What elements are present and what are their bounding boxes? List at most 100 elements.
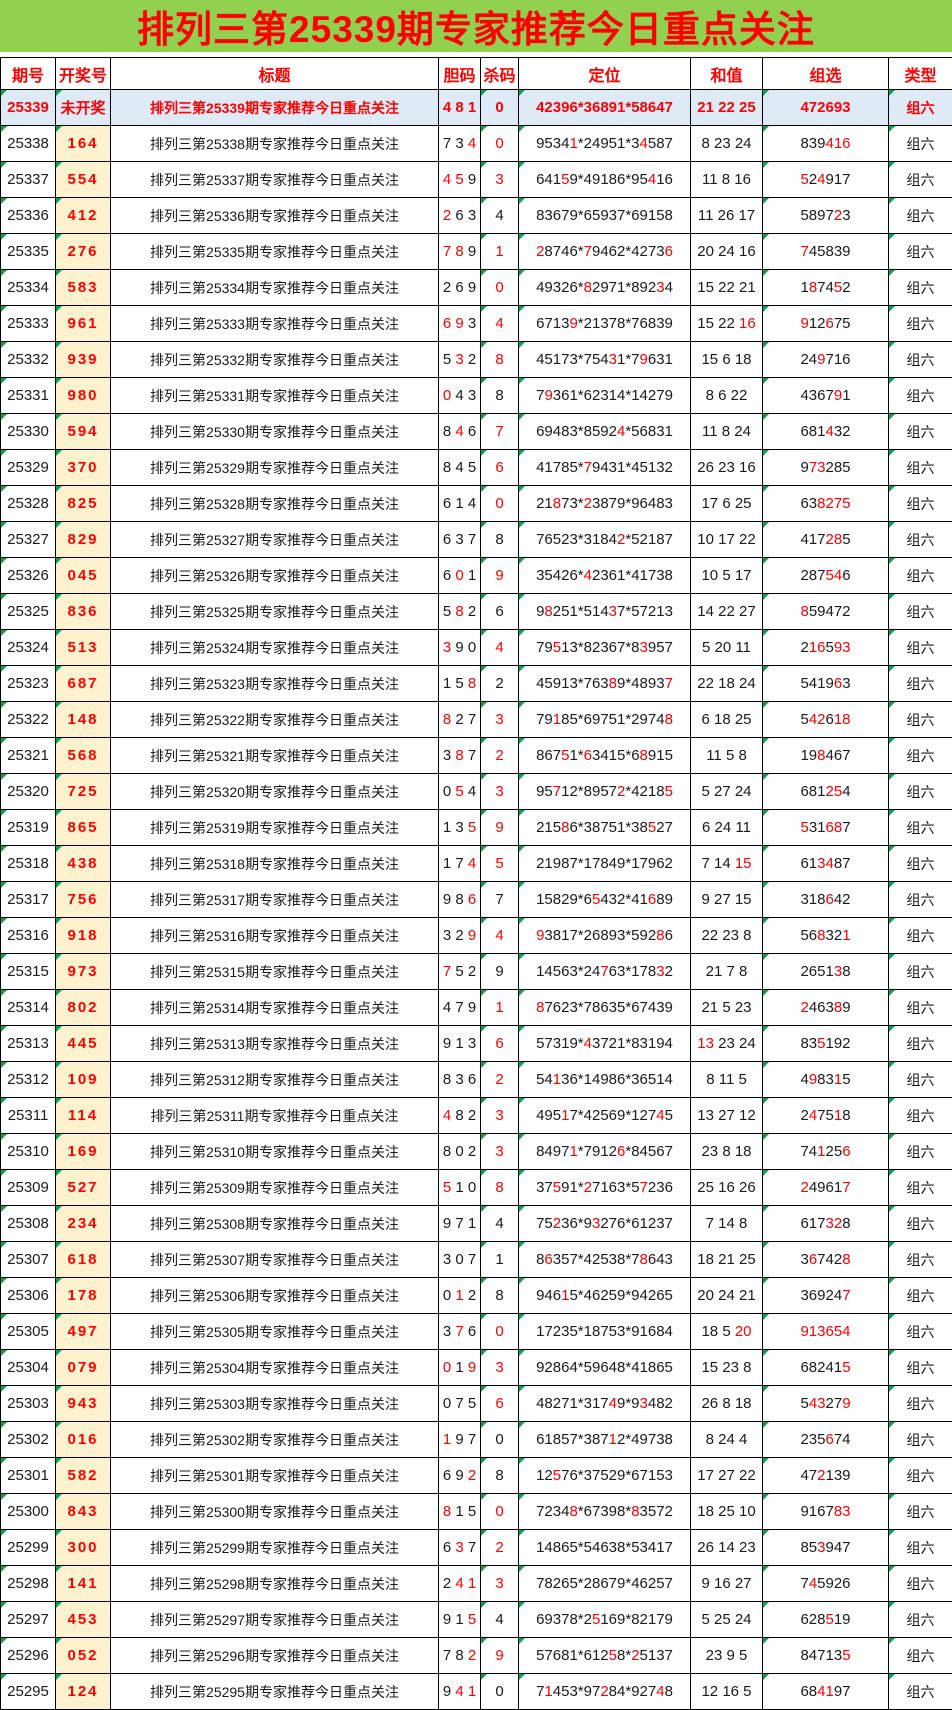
pos-cell: 21987*17849*17962 — [519, 846, 691, 882]
issue-cell: 25301 — [1, 1458, 56, 1494]
group-cell: 741256 — [763, 1134, 889, 1170]
pos-cell: 21586*38751*38527 — [519, 810, 691, 846]
hot-digit: 4 — [656, 1107, 664, 1124]
header-draw: 开奖号 — [56, 58, 111, 90]
hot-digit: 1 — [468, 1683, 476, 1700]
sum-cell: 11 8 16 — [691, 162, 763, 198]
pos-cell: 76523*31842*52187 — [519, 522, 691, 558]
sum-cell: 17 27 22 — [691, 1458, 763, 1494]
type-cell: 组六 — [889, 1026, 952, 1062]
draw-cell: 未开奖 — [56, 90, 111, 126]
draw-cell: 412 — [56, 198, 111, 234]
hot-digit: 6 — [826, 315, 834, 332]
hot-digit: 6 — [495, 459, 503, 476]
hot-digit: 3 — [817, 1539, 825, 1556]
type-cell: 组六 — [889, 270, 952, 306]
pos-cell: 14563*24763*17832 — [519, 954, 691, 990]
type-cell: 组六 — [889, 594, 952, 630]
kill-cell: 8 — [481, 1458, 519, 1494]
hot-digit: 5 — [609, 1647, 617, 1664]
hot-digit: 1 — [569, 135, 577, 152]
sum-cell: 21 22 25 — [691, 90, 763, 126]
type-cell: 组六 — [889, 414, 952, 450]
hot-digit: 3 — [495, 1575, 503, 1592]
sum-cell: 26 23 16 — [691, 450, 763, 486]
pos-cell: 83679*65937*69158 — [519, 198, 691, 234]
issue-cell: 25304 — [1, 1350, 56, 1386]
dan-cell: 9 4 1 — [439, 1674, 481, 1710]
hot-digit: 1 — [834, 1107, 842, 1124]
group-cell: 835192 — [763, 1026, 889, 1062]
group-cell: 369247 — [763, 1278, 889, 1314]
hot-digit: 8 — [455, 603, 463, 620]
hot-digit: 6 — [617, 1143, 625, 1160]
dan-cell: 6 0 1 — [439, 558, 481, 594]
sum-cell: 14 22 27 — [691, 594, 763, 630]
sum-cell: 8 11 5 — [691, 1062, 763, 1098]
sum-cell: 10 17 22 — [691, 522, 763, 558]
hot-digit: 7 — [443, 243, 451, 260]
hot-digit: 5 — [592, 1611, 600, 1628]
draw-cell: 973 — [56, 954, 111, 990]
sum-cell: 6 24 11 — [691, 810, 763, 846]
dan-cell: 7 5 2 — [439, 954, 481, 990]
dan-cell: 2 6 3 — [439, 198, 481, 234]
hot-digit: 8 — [561, 819, 569, 836]
kill-cell: 9 — [481, 1638, 519, 1674]
header-issue: 期号 — [1, 58, 56, 90]
group-cell: 859472 — [763, 594, 889, 630]
sum-cell: 8 6 22 — [691, 378, 763, 414]
hot-digit: 1 — [569, 1143, 577, 1160]
hot-digit: 2 — [617, 531, 625, 548]
hot-digit: 8 — [817, 747, 825, 764]
kill-cell: 6 — [481, 594, 519, 630]
issue-cell: 25320 — [1, 774, 56, 810]
kill-cell: 2 — [481, 738, 519, 774]
sum-cell: 8 23 24 — [691, 126, 763, 162]
hot-digit: 4 — [495, 639, 503, 656]
draw-cell: 756 — [56, 882, 111, 918]
hot-digit: 3 — [443, 639, 451, 656]
draw-cell: 980 — [56, 378, 111, 414]
type-cell: 组六 — [889, 198, 952, 234]
title-cell: 排列三第25323期专家推荐今日重点关注 — [111, 666, 439, 702]
hot-digit: 3 — [834, 963, 842, 980]
hot-digit: 2 — [443, 207, 451, 224]
pos-cell: 57681*61258*25137 — [519, 1638, 691, 1674]
hot-digit: 4 — [826, 423, 834, 440]
hot-digit: 93 — [834, 639, 851, 656]
draw-cell: 453 — [56, 1602, 111, 1638]
draw-cell: 568 — [56, 738, 111, 774]
group-cell: 542618 — [763, 702, 889, 738]
draw-cell: 234 — [56, 1206, 111, 1242]
sum-cell: 23 9 5 — [691, 1638, 763, 1674]
hot-digit: 0 — [443, 1359, 451, 1376]
hot-digit: 3 — [609, 351, 617, 368]
hot-digit: 2 — [631, 1647, 639, 1664]
hot-digit: 32 — [826, 1215, 843, 1232]
group-cell: 417285 — [763, 522, 889, 558]
hot-digit: 7 — [842, 1179, 850, 1196]
hot-digit: 8 — [656, 927, 664, 944]
hot-digit: 3 — [495, 711, 503, 728]
issue-cell: 25314 — [1, 990, 56, 1026]
hot-digit: 8 — [455, 243, 463, 260]
type-cell: 组六 — [889, 1062, 952, 1098]
hot-digit: 8 — [553, 495, 561, 512]
kill-cell: 3 — [481, 774, 519, 810]
title-cell: 排列三第25305期专家推荐今日重点关注 — [111, 1314, 439, 1350]
title-cell: 排列三第25333期专家推荐今日重点关注 — [111, 306, 439, 342]
group-cell: 531687 — [763, 810, 889, 846]
title-cell: 排列三第25325期专家推荐今日重点关注 — [111, 594, 439, 630]
hot-digit: 9 — [544, 387, 552, 404]
hot-digit: 6 — [834, 675, 842, 692]
pos-cell: 98251*51437*57213 — [519, 594, 691, 630]
group-cell: 287546 — [763, 558, 889, 594]
kill-cell: 3 — [481, 1566, 519, 1602]
title-cell: 排列三第25319期专家推荐今日重点关注 — [111, 810, 439, 846]
group-cell: 913654 — [763, 1314, 889, 1350]
issue-cell: 25316 — [1, 918, 56, 954]
